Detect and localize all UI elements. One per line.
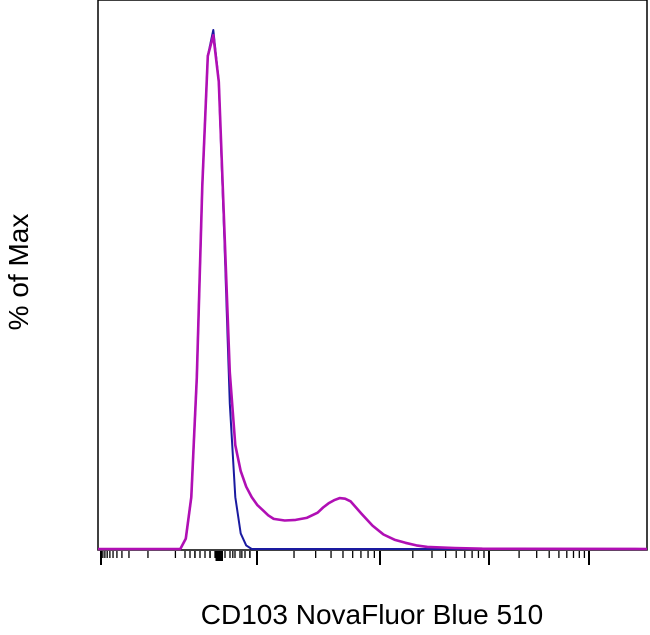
plot-frame [97,0,648,551]
x-axis-ticks [100,551,590,565]
series-line-2 [98,33,648,551]
x-axis-title: CD103 NovaFluor Blue 510 [201,599,543,630]
series-layer [98,29,648,551]
y-axis-title: % of Max [3,214,34,331]
